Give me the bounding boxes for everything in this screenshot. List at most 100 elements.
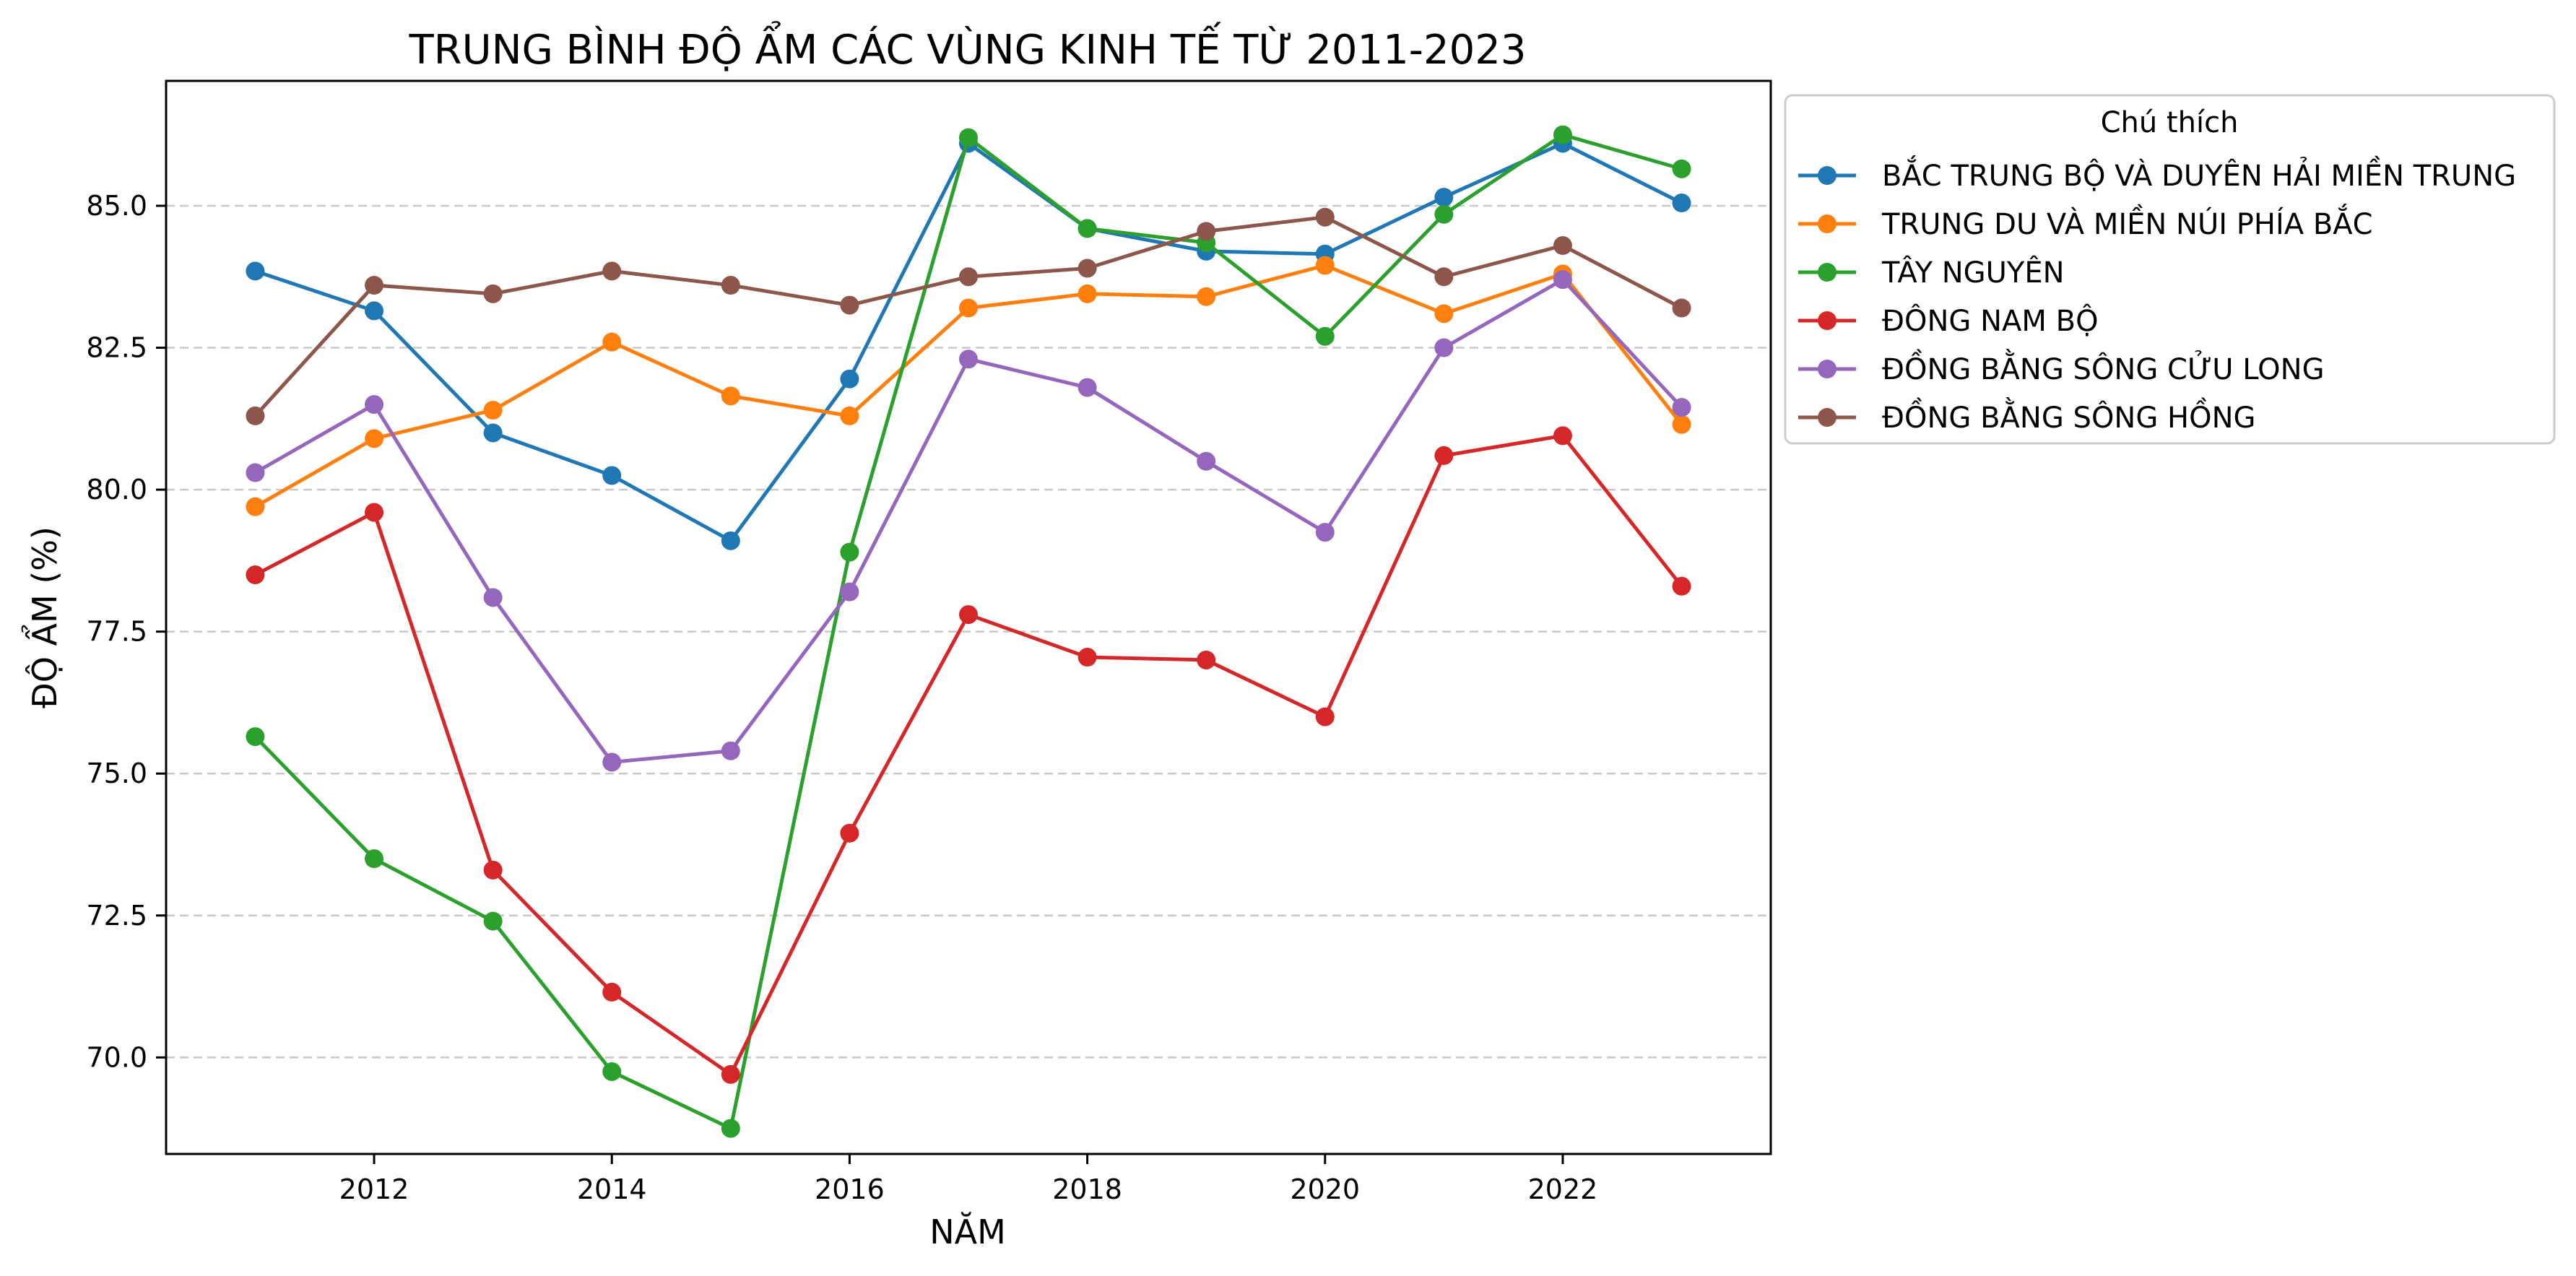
y-tick-label: 82.5 [86,332,147,364]
data-point [246,497,265,516]
legend-swatch-marker [1818,408,1836,427]
data-point [1077,284,1097,303]
data-point [483,860,503,880]
data-point [602,752,622,772]
data-point [1197,222,1216,241]
data-point [602,1062,622,1081]
data-point [721,1064,740,1084]
data-point [1315,707,1335,726]
data-point [246,463,265,482]
data-point [840,823,859,843]
data-point [721,276,740,295]
x-tick-label: 2014 [577,1173,647,1205]
legend-swatch-marker [1818,263,1836,282]
data-point [1672,415,1691,434]
y-tick-label: 72.5 [86,900,147,932]
data-point [602,982,622,1002]
y-tick-label: 70.0 [86,1041,147,1073]
data-point [1434,188,1454,207]
data-point [1553,125,1572,144]
data-point [1315,207,1335,227]
y-tick-label: 77.5 [86,616,147,648]
data-point [483,911,503,931]
y-tick-label: 75.0 [86,758,147,789]
data-point [365,849,384,869]
data-point [959,298,978,318]
plot-area-frame [165,79,1772,1155]
data-point [840,542,859,562]
legend-entry: TRUNG DU VÀ MIỀN NÚI PHÍA BẮC [1798,203,2373,241]
data-point [1315,326,1335,346]
data-point [959,128,978,147]
data-point [840,295,859,315]
data-point [1434,267,1454,287]
data-point [246,565,265,585]
data-point [840,369,859,389]
data-point [840,582,859,602]
data-point [483,401,503,420]
data-point [959,605,978,625]
data-point [959,267,978,287]
legend-title: Chú thích [2101,106,2239,139]
y-tick-label: 80.0 [86,474,147,505]
data-point [602,466,622,485]
grid-lines [166,204,1771,1059]
legend-swatch-marker [1818,166,1836,185]
legend-label: ĐÔNG NAM BỘ [1882,303,2099,338]
legend-entry: ĐÔNG NAM BỘ [1798,303,2099,338]
legend-swatch-marker [1818,360,1836,378]
x-axis-label: NĂM [929,1212,1006,1251]
legend-entry: TÂY NGUYÊN [1798,255,2065,290]
data-point [1553,426,1572,446]
legend-swatch-marker [1818,311,1836,330]
series-lines [246,125,1691,1138]
data-point [1434,304,1454,324]
x-axis: 2012 2014 2016 2018 2020 2022 [339,1154,1597,1205]
x-tick-label: 2020 [1290,1173,1360,1205]
legend-label: BẮC TRUNG BỘ VÀ DUYÊN HẢI MIỀN TRUNG [1882,155,2516,193]
data-point [1434,204,1454,224]
legend-label: TÂY NGUYÊN [1881,255,2065,290]
legend-label: TRUNG DU VÀ MIỀN NÚI PHÍA BẮC [1881,203,2373,241]
data-point [1197,287,1216,306]
legend-label: ĐỒNG BẰNG SÔNG CỬU LONG [1882,348,2325,386]
data-point [1197,650,1216,669]
data-point [602,261,622,281]
data-point [1077,259,1097,278]
data-point [1553,236,1572,256]
data-point [365,503,384,522]
data-point [483,284,503,303]
data-point [721,741,740,760]
data-point [365,395,384,415]
legend: Chú thích BẮC TRUNG BỘ VÀ DUYÊN HẢI MIỀN… [1784,94,2556,445]
data-point [365,429,384,448]
data-point [1434,338,1454,357]
data-point [1672,398,1691,417]
data-point [959,350,978,369]
legend-entry: ĐỒNG BẰNG SÔNG HỒNG [1798,396,2256,435]
x-tick-label: 2018 [1052,1173,1122,1205]
data-point [840,406,859,425]
data-point [246,406,265,425]
data-point [365,276,384,295]
data-point [1315,256,1335,275]
data-point [721,386,740,406]
y-axis: 70.0 72.5 75.0 77.5 80.0 82.5 85.0 [86,190,166,1073]
data-point [246,727,265,747]
data-point [1672,159,1691,178]
data-point [1672,576,1691,596]
data-point [721,531,740,550]
y-tick-label: 85.0 [86,190,147,222]
x-tick-label: 2012 [339,1173,409,1205]
data-point [1077,378,1097,397]
series-4 [246,426,1691,1084]
legend-entry: ĐỒNG BẰNG SÔNG CỬU LONG [1798,348,2325,386]
legend-items: BẮC TRUNG BỘ VÀ DUYÊN HẢI MIỀN TRUNG TRUN… [1798,155,2516,435]
legend-entry: BẮC TRUNG BỘ VÀ DUYÊN HẢI MIỀN TRUNG [1798,155,2516,193]
chart-title: TRUNG BÌNH ĐỘ ẨM CÁC VÙNG KINH TẾ TỪ 201… [408,22,1526,74]
x-tick-label: 2016 [815,1173,885,1205]
legend-label: ĐỒNG BẰNG SÔNG HỒNG [1882,396,2256,435]
data-point [1077,648,1097,667]
